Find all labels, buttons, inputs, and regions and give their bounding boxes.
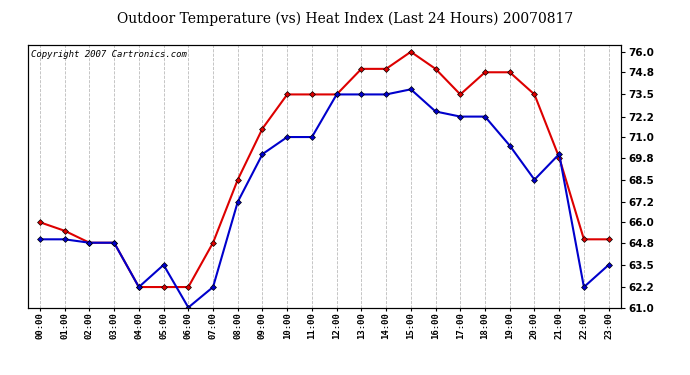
Text: Copyright 2007 Cartronics.com: Copyright 2007 Cartronics.com [30, 50, 186, 59]
Text: Outdoor Temperature (vs) Heat Index (Last 24 Hours) 20070817: Outdoor Temperature (vs) Heat Index (Las… [117, 11, 573, 26]
